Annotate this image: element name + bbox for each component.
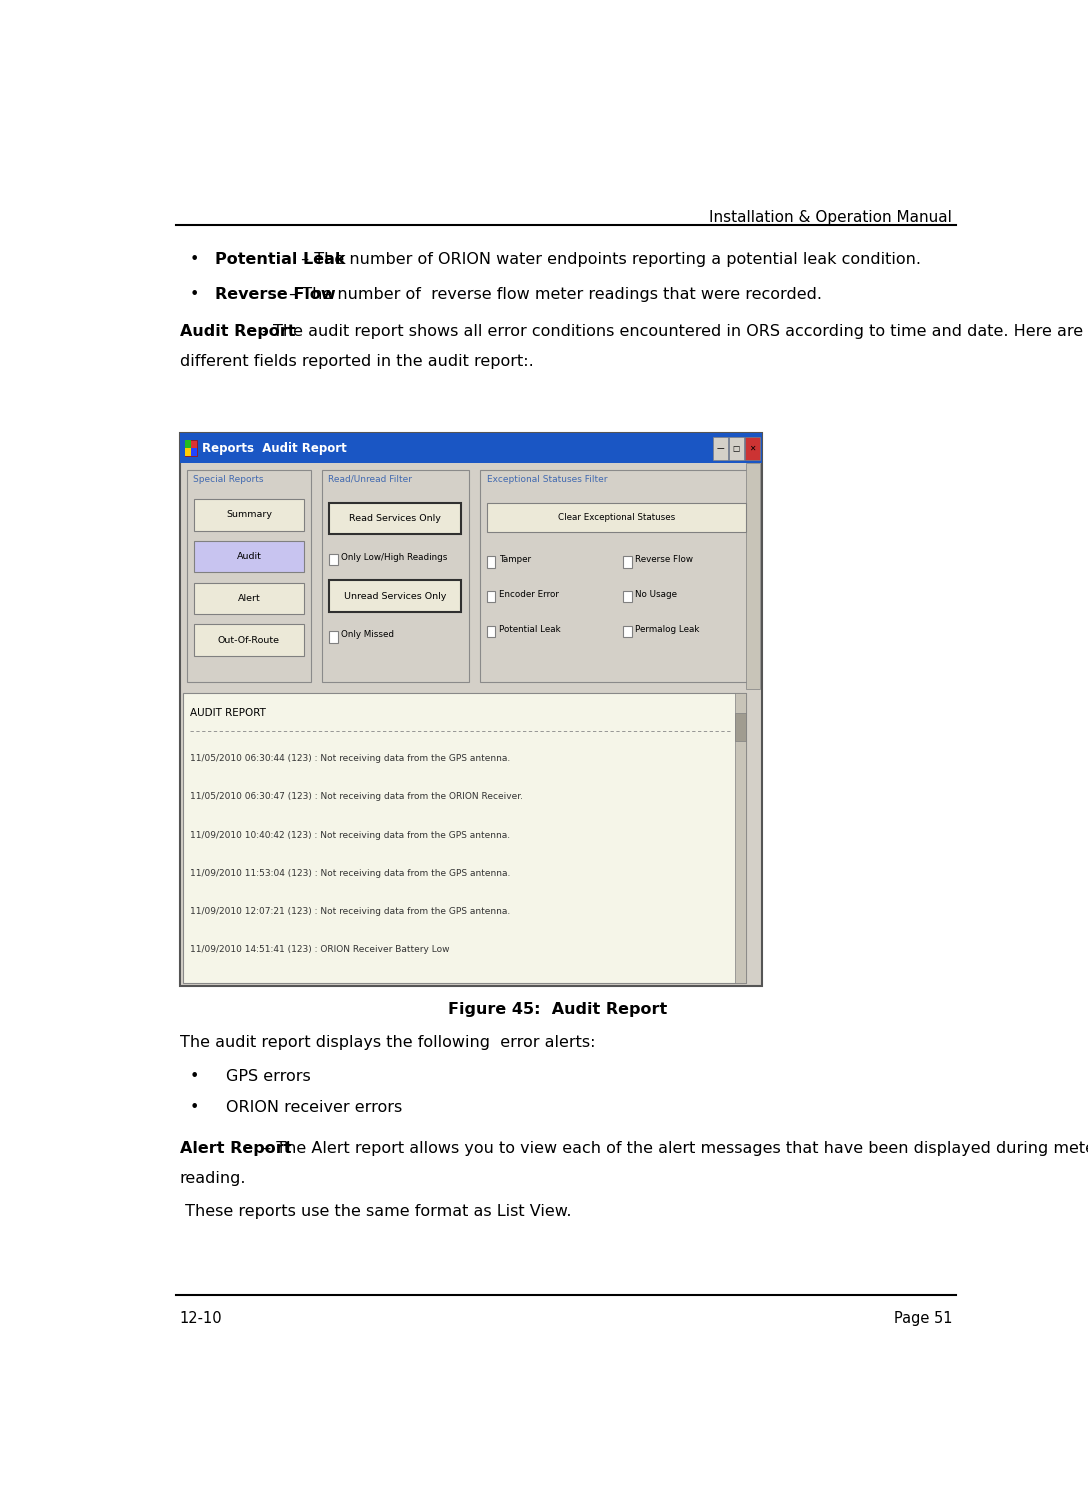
Text: 11/05/2010 06:30:44 (123) : Not receiving data from the GPS antenna.: 11/05/2010 06:30:44 (123) : Not receivin… [190,754,510,763]
Bar [486,626,495,637]
Text: •: • [190,1070,199,1085]
Text: Potential Leak: Potential Leak [498,625,560,634]
Text: 12-10: 12-10 [180,1311,222,1326]
Text: ✕: ✕ [750,444,755,453]
Bar [486,503,746,531]
Text: 11/09/2010 12:07:21 (123) : Not receiving data from the GPS antenna.: 11/09/2010 12:07:21 (123) : Not receivin… [190,908,510,917]
Bar [185,448,190,456]
Bar [194,582,304,614]
Bar [480,470,753,682]
Text: These reports use the same format as List View.: These reports use the same format as Lis… [180,1204,571,1219]
Text: – The number of ORION water endpoints reporting a potential leak condition.: – The number of ORION water endpoints re… [296,253,920,268]
Text: 11/09/2010 14:51:41 (123) : ORION Receiver Battery Low: 11/09/2010 14:51:41 (123) : ORION Receiv… [190,945,449,954]
Bar [180,433,762,464]
Text: - The audit report shows all error conditions encountered in ORS according to ti: - The audit report shows all error condi… [257,324,1088,339]
Text: 11/09/2010 11:53:04 (123) : Not receiving data from the GPS antenna.: 11/09/2010 11:53:04 (123) : Not receivin… [190,868,510,877]
Bar [185,439,197,456]
Bar [486,591,495,602]
Text: —: — [717,444,725,453]
Text: Read Services Only: Read Services Only [349,513,442,522]
Bar [734,712,745,742]
Bar [187,470,311,682]
Bar [183,692,746,983]
Text: Reverse Flow: Reverse Flow [635,555,693,564]
Text: Tamper: Tamper [498,555,531,564]
Bar [194,500,304,531]
Bar [745,436,759,461]
Text: Out-Of-Route: Out-Of-Route [218,635,280,644]
Text: Special Reports: Special Reports [194,476,263,485]
Bar [623,626,632,637]
Bar [746,464,759,689]
Text: Audit Report: Audit Report [180,324,295,339]
Bar [329,503,461,534]
Bar [194,625,304,656]
Bar [329,581,461,611]
Text: Read/Unread Filter: Read/Unread Filter [329,476,412,485]
Bar [194,540,304,572]
Text: •: • [190,287,199,303]
Text: – The number of  reverse flow meter readings that were recorded.: – The number of reverse flow meter readi… [284,287,823,303]
Text: •: • [190,1100,199,1115]
Text: AUDIT REPORT: AUDIT REPORT [190,707,265,718]
Text: 11/05/2010 06:30:47 (123) : Not receiving data from the ORION Receiver.: 11/05/2010 06:30:47 (123) : Not receivin… [190,793,523,802]
Bar [486,555,495,567]
Text: Figure 45:  Audit Report: Figure 45: Audit Report [448,1002,667,1017]
Text: – The Alert report allows you to view each of the alert messages that have been : – The Alert report allows you to view ea… [258,1141,1088,1156]
Text: reading.: reading. [180,1171,246,1186]
Text: different fields reported in the audit report:.: different fields reported in the audit r… [180,354,533,369]
Text: Reports  Audit Report: Reports Audit Report [201,442,346,455]
Text: Page 51: Page 51 [893,1311,952,1326]
Text: Reverse Flow: Reverse Flow [215,287,336,303]
Text: The audit report displays the following  error alerts:: The audit report displays the following … [180,1034,595,1049]
Text: Summary: Summary [226,510,272,519]
Text: ORION receiver errors: ORION receiver errors [226,1100,403,1115]
Bar [329,632,337,643]
Text: Potential Leak: Potential Leak [215,253,346,268]
Bar [729,436,744,461]
Text: GPS errors: GPS errors [226,1070,311,1085]
Bar [623,591,632,602]
Bar [329,554,337,566]
Text: Alert Report: Alert Report [180,1141,292,1156]
Text: Only Missed: Only Missed [341,631,394,640]
Text: 11/09/2010 10:40:42 (123) : Not receiving data from the GPS antenna.: 11/09/2010 10:40:42 (123) : Not receivin… [190,831,510,840]
Text: Audit: Audit [236,552,261,561]
Text: Exceptional Statuses Filter: Exceptional Statuses Filter [486,476,607,485]
Bar [190,448,197,456]
Text: •: • [190,253,199,268]
Text: Alert: Alert [237,594,260,604]
Text: Only Low/High Readings: Only Low/High Readings [341,552,447,561]
Bar [713,436,728,461]
Text: Permalog Leak: Permalog Leak [635,625,700,634]
Bar [185,439,190,448]
Text: □: □ [732,444,740,453]
Bar [734,692,745,983]
Bar [623,555,632,567]
Bar [322,470,469,682]
Text: No Usage: No Usage [635,590,677,599]
Text: Unread Services Only: Unread Services Only [344,591,446,600]
Bar [180,433,762,986]
Text: Installation & Operation Manual: Installation & Operation Manual [709,209,952,224]
Text: Clear Exceptional Statuses: Clear Exceptional Statuses [558,513,676,522]
Text: Encoder Error: Encoder Error [498,590,558,599]
